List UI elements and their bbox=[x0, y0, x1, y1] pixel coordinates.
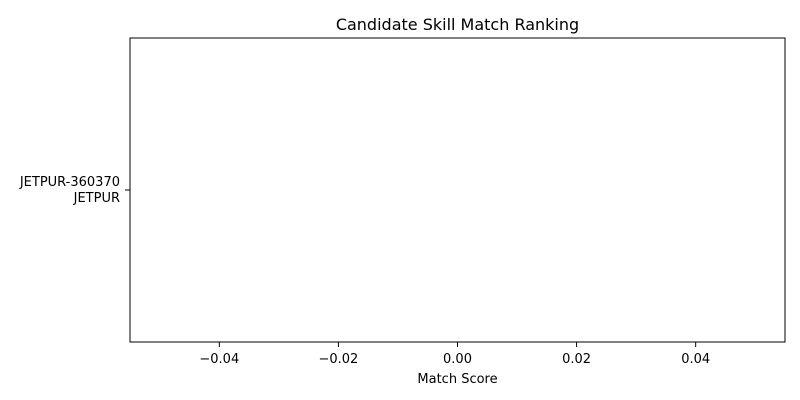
x-tick-label: −0.04 bbox=[199, 352, 239, 367]
y-axis-ticks: JETPUR-360370 JETPUR bbox=[19, 175, 130, 206]
x-tick-label: −0.02 bbox=[318, 352, 358, 367]
plot-frame bbox=[129, 37, 786, 343]
plot-area bbox=[129, 37, 786, 343]
chart-title: Candidate Skill Match Ranking bbox=[336, 15, 579, 34]
x-axis-label: Match Score bbox=[417, 372, 497, 387]
x-tick-label: 0.04 bbox=[681, 352, 710, 367]
y-tick-label: JETPUR-360370 JETPUR bbox=[19, 175, 120, 206]
x-tick-label: 0.02 bbox=[562, 352, 591, 367]
x-tick-label: 0.00 bbox=[443, 352, 472, 367]
x-axis-ticks: −0.04 −0.02 0.00 0.02 0.04 bbox=[199, 342, 710, 367]
